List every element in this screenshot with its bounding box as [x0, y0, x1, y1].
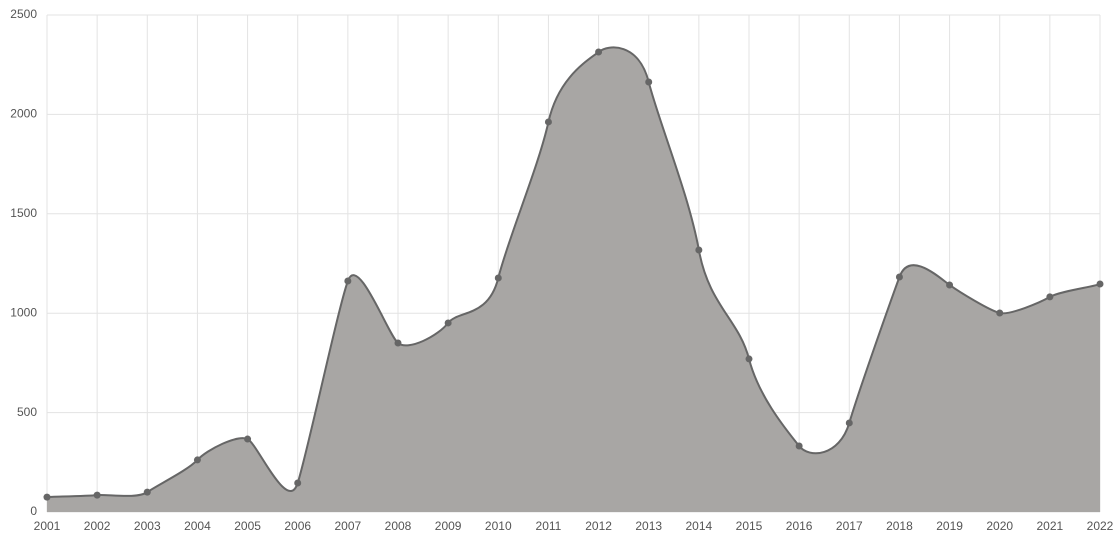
point — [745, 355, 753, 363]
point — [294, 479, 302, 487]
x-tick-label: 2018 — [886, 519, 913, 533]
y-tick-label: 2500 — [10, 7, 37, 21]
point — [244, 435, 252, 443]
x-tick-label: 2022 — [1087, 519, 1114, 533]
x-tick-label: 2004 — [184, 519, 211, 533]
x-tick-label: 2008 — [385, 519, 412, 533]
x-tick-label: 2009 — [435, 519, 462, 533]
area — [47, 47, 1100, 513]
x-tick-label: 2010 — [485, 519, 512, 533]
x-tick-label: 2005 — [234, 519, 261, 533]
x-tick-label: 2014 — [686, 519, 713, 533]
x-tick-label: 2002 — [84, 519, 111, 533]
x-tick-label: 2019 — [936, 519, 963, 533]
point — [845, 419, 853, 427]
x-tick-label: 2012 — [585, 519, 612, 533]
point — [795, 442, 803, 450]
point — [996, 309, 1004, 317]
x-tick-label: 2016 — [786, 519, 813, 533]
point — [344, 277, 352, 285]
point — [143, 488, 151, 496]
y-tick-label: 1000 — [10, 305, 37, 319]
y-tick-label: 1500 — [10, 206, 37, 220]
y-tick-label: 0 — [30, 504, 37, 518]
x-tick-label: 2015 — [736, 519, 763, 533]
point — [695, 246, 703, 254]
point — [93, 491, 101, 499]
x-tick-label: 2017 — [836, 519, 863, 533]
x-tick-label: 2006 — [284, 519, 311, 533]
point — [494, 274, 502, 282]
point — [895, 273, 903, 281]
point — [444, 319, 452, 327]
point — [1046, 293, 1054, 301]
x-tick-label: 2001 — [34, 519, 61, 533]
x-tick-label: 2020 — [986, 519, 1013, 533]
point — [1096, 280, 1104, 288]
point — [645, 78, 653, 86]
y-tick-label: 2000 — [10, 107, 37, 121]
point — [193, 456, 201, 464]
x-tick-label: 2021 — [1037, 519, 1064, 533]
x-tick-label: 2013 — [635, 519, 662, 533]
y-tick-label: 500 — [17, 405, 37, 419]
point — [544, 118, 552, 126]
point — [43, 493, 51, 501]
point — [394, 339, 402, 347]
x-tick-label: 2003 — [134, 519, 161, 533]
x-tick-label: 2011 — [536, 519, 562, 533]
point — [595, 48, 603, 56]
x-tick-label: 2007 — [335, 519, 362, 533]
point — [946, 281, 954, 289]
